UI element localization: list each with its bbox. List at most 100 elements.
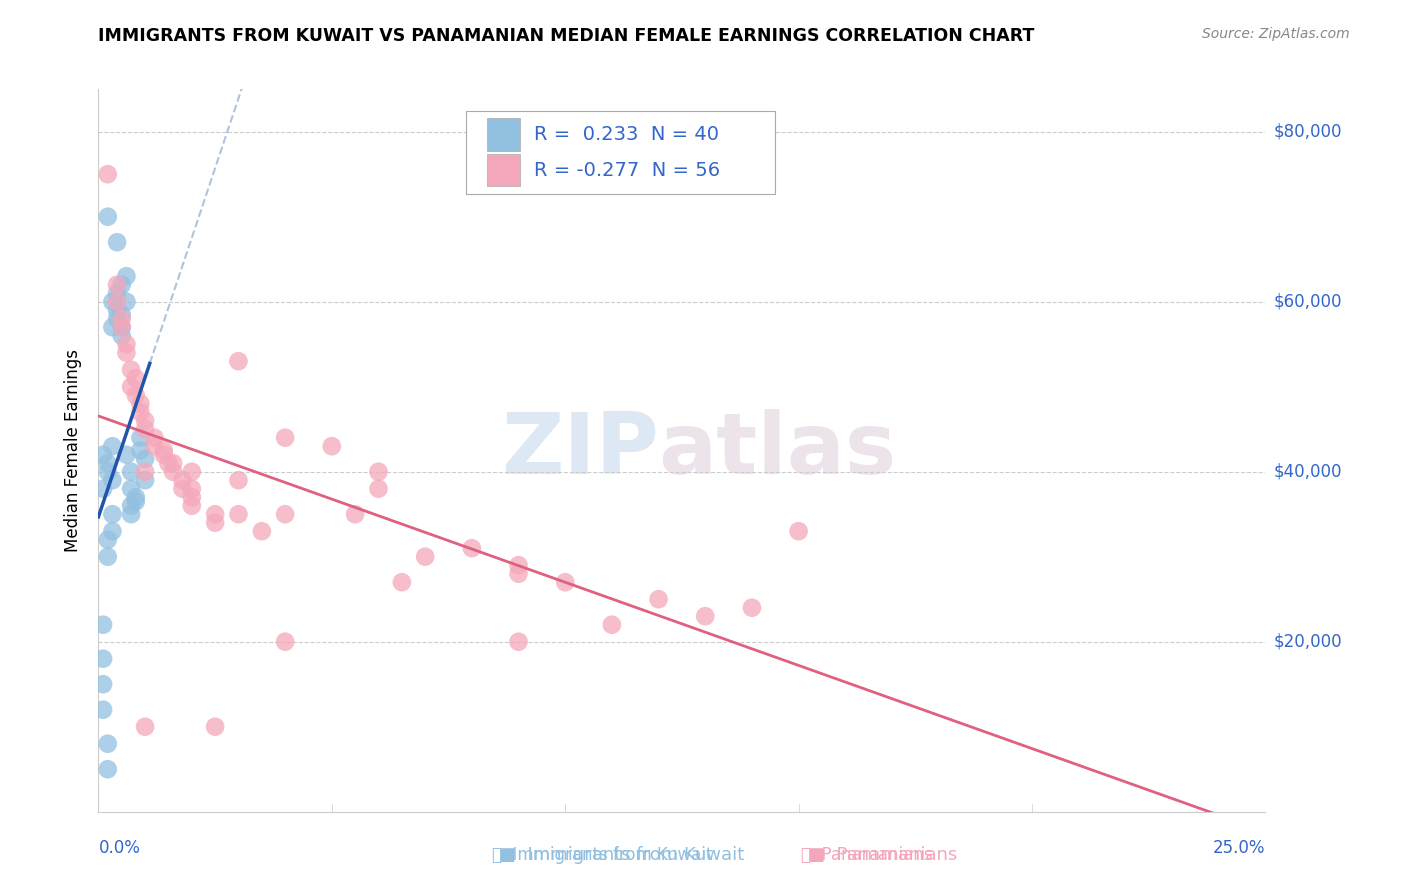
Point: [321, 439, 343, 453]
Point: [91, 482, 114, 496]
Text: R =  0.233  N = 40: R = 0.233 N = 40: [534, 125, 718, 145]
Point: [228, 354, 250, 368]
Text: $40,000: $40,000: [1274, 463, 1343, 481]
Point: [129, 397, 152, 411]
Point: [413, 549, 436, 564]
Point: [162, 465, 184, 479]
Point: [105, 294, 128, 309]
Point: [111, 320, 134, 334]
Text: ■  Immigrants from Kuwait: ■ Immigrants from Kuwait: [499, 846, 744, 863]
Point: [101, 524, 124, 539]
Point: [134, 720, 156, 734]
Point: [600, 617, 623, 632]
Point: [115, 448, 138, 462]
Point: [508, 634, 530, 648]
Point: [91, 651, 114, 665]
Point: [344, 507, 367, 521]
Point: [97, 465, 120, 479]
Point: [134, 414, 156, 428]
Point: [172, 473, 194, 487]
Text: 25.0%: 25.0%: [1213, 839, 1265, 857]
Point: [97, 762, 120, 776]
Point: [111, 311, 134, 326]
Point: [115, 294, 138, 309]
Point: [180, 482, 202, 496]
Point: [204, 516, 226, 530]
Point: [97, 210, 120, 224]
Point: [120, 499, 142, 513]
Point: [105, 235, 128, 250]
Point: [115, 345, 138, 359]
Point: [157, 456, 180, 470]
Point: [125, 490, 148, 504]
Point: [787, 524, 810, 539]
Point: [129, 443, 152, 458]
Point: [695, 609, 717, 624]
Point: [105, 303, 128, 318]
Point: [134, 465, 156, 479]
Point: [143, 439, 166, 453]
Point: [97, 549, 120, 564]
Point: [134, 473, 156, 487]
Point: [391, 575, 413, 590]
Point: [647, 592, 669, 607]
Point: [274, 431, 297, 445]
Point: [120, 380, 142, 394]
Point: [91, 703, 114, 717]
Point: [101, 507, 124, 521]
Text: ⬜  Panamanians: ⬜ Panamanians: [801, 846, 934, 863]
Point: [508, 566, 530, 581]
Point: [250, 524, 273, 539]
Point: [115, 337, 138, 351]
Text: ■  Panamanians: ■ Panamanians: [808, 846, 957, 863]
Point: [97, 737, 120, 751]
Point: [180, 499, 202, 513]
Point: [120, 465, 142, 479]
Point: [508, 558, 530, 573]
Text: Source: ZipAtlas.com: Source: ZipAtlas.com: [1202, 27, 1350, 41]
Point: [180, 465, 202, 479]
Point: [91, 617, 114, 632]
Point: [97, 533, 120, 547]
Point: [367, 482, 389, 496]
Point: [228, 473, 250, 487]
FancyBboxPatch shape: [486, 119, 520, 151]
Text: R = -0.277  N = 56: R = -0.277 N = 56: [534, 161, 720, 179]
Point: [367, 465, 389, 479]
Point: [162, 456, 184, 470]
Point: [111, 328, 134, 343]
Text: $20,000: $20,000: [1274, 632, 1343, 651]
Point: [134, 452, 156, 467]
Point: [129, 431, 152, 445]
Point: [115, 269, 138, 284]
Point: [111, 277, 134, 292]
Point: [120, 507, 142, 521]
Point: [125, 494, 148, 508]
Point: [101, 473, 124, 487]
Y-axis label: Median Female Earnings: Median Female Earnings: [65, 349, 83, 552]
Point: [91, 677, 114, 691]
Point: [105, 311, 128, 326]
Point: [120, 362, 142, 376]
Point: [741, 600, 763, 615]
Text: 0.0%: 0.0%: [98, 839, 141, 857]
Point: [120, 482, 142, 496]
Point: [125, 371, 148, 385]
Text: ZIP: ZIP: [501, 409, 658, 492]
Point: [143, 431, 166, 445]
Point: [180, 490, 202, 504]
Point: [172, 482, 194, 496]
Point: [461, 541, 484, 556]
Point: [152, 448, 174, 462]
Point: [91, 448, 114, 462]
Point: [228, 507, 250, 521]
Point: [101, 320, 124, 334]
Text: IMMIGRANTS FROM KUWAIT VS PANAMANIAN MEDIAN FEMALE EARNINGS CORRELATION CHART: IMMIGRANTS FROM KUWAIT VS PANAMANIAN MED…: [98, 27, 1035, 45]
Point: [111, 320, 134, 334]
Point: [111, 308, 134, 322]
Point: [101, 294, 124, 309]
FancyBboxPatch shape: [486, 153, 520, 186]
Point: [101, 439, 124, 453]
Point: [554, 575, 576, 590]
Text: $60,000: $60,000: [1274, 293, 1343, 310]
